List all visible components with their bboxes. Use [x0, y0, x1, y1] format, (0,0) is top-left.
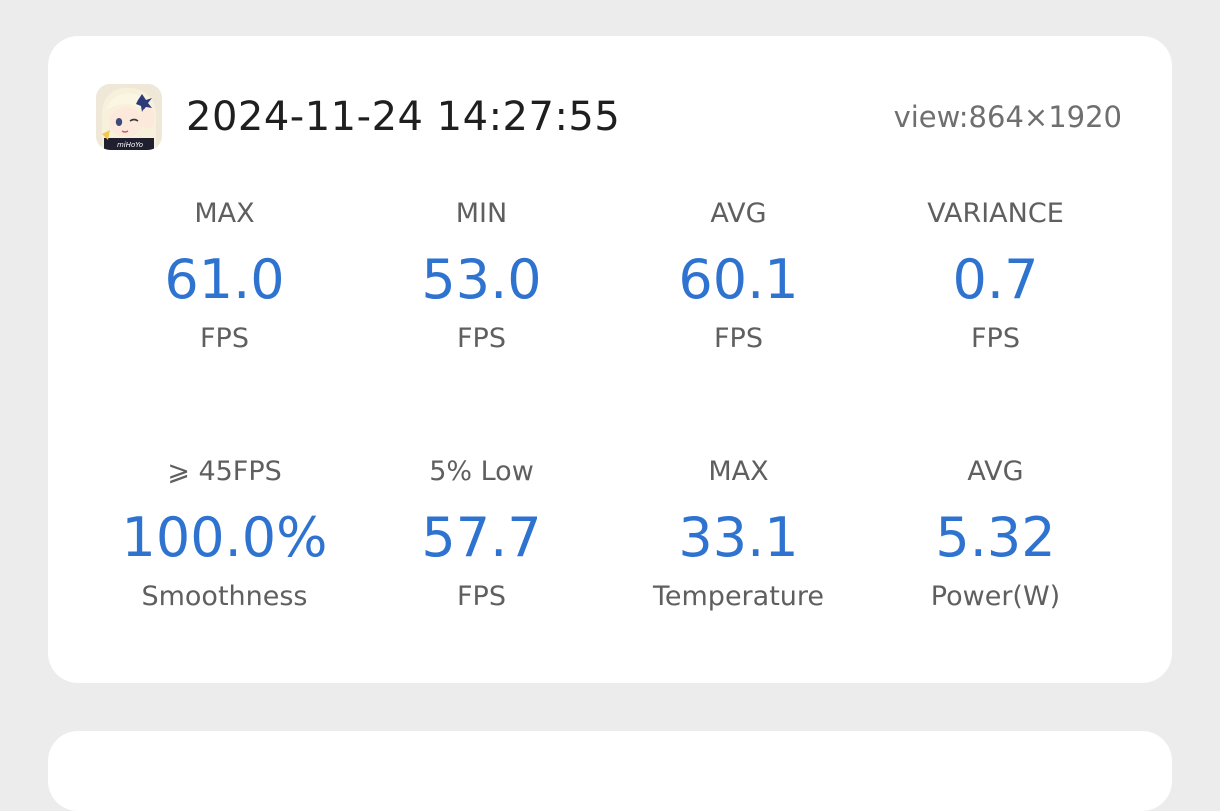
- session-timestamp: 2024-11-24 14:27:55: [186, 94, 621, 140]
- stat-smoothness: ⩾ 45FPS 100.0% Smoothness: [96, 454, 353, 624]
- stat-unit: FPS: [714, 323, 763, 354]
- stat-label: MIN: [455, 198, 508, 229]
- stat-label: MAX: [708, 456, 769, 487]
- stat-label: MAX: [194, 198, 255, 229]
- stat-value: 53.0: [421, 248, 542, 311]
- stats-grid: MAX 61.0 FPS MIN 53.0 FPS AVG 60.1 FPS V…: [96, 196, 1124, 616]
- stat-unit: Temperature: [652, 581, 825, 612]
- card-header: miHoYo 2024-11-24 14:27:55 view:864×1920: [96, 84, 1122, 150]
- stat-label: VARIANCE: [927, 198, 1064, 229]
- stat-max-temperature: MAX 33.1 Temperature: [610, 454, 867, 624]
- stat-value: 57.7: [421, 506, 542, 569]
- stat-avg-fps: AVG 60.1 FPS: [610, 196, 867, 366]
- stat-value: 60.1: [678, 248, 799, 311]
- stat-avg-power: AVG 5.32 Power(W): [867, 454, 1124, 624]
- stat-unit: FPS: [200, 323, 249, 354]
- stat-label: 5% Low: [429, 456, 534, 487]
- stat-value: 33.1: [678, 506, 799, 569]
- stat-label: AVG: [967, 456, 1024, 487]
- stat-value: 0.7: [952, 248, 1039, 311]
- stat-unit: FPS: [457, 581, 506, 612]
- stat-label: ⩾ 45FPS: [167, 456, 282, 487]
- stat-label: AVG: [710, 198, 767, 229]
- performance-summary-card[interactable]: miHoYo 2024-11-24 14:27:55 view:864×1920…: [48, 36, 1172, 683]
- svg-text:miHoYo: miHoYo: [117, 141, 143, 149]
- stat-unit: FPS: [457, 323, 506, 354]
- character-avatar-icon: miHoYo: [96, 84, 162, 150]
- stat-max-fps: MAX 61.0 FPS: [96, 196, 353, 366]
- stat-value: 61.0: [164, 248, 285, 311]
- next-session-card[interactable]: [48, 731, 1172, 811]
- stat-value: 100.0%: [121, 506, 328, 569]
- view-resolution: view:864×1920: [893, 100, 1122, 134]
- stat-min-fps: MIN 53.0 FPS: [353, 196, 610, 366]
- stat-unit: Smoothness: [141, 581, 308, 612]
- stat-variance-fps: VARIANCE 0.7 FPS: [867, 196, 1124, 366]
- app-icon: miHoYo: [96, 84, 162, 150]
- stat-unit: FPS: [971, 323, 1020, 354]
- stat-unit: Power(W): [930, 581, 1061, 612]
- stat-value: 5.32: [935, 506, 1056, 569]
- stat-5pct-low-fps: 5% Low 57.7 FPS: [353, 454, 610, 624]
